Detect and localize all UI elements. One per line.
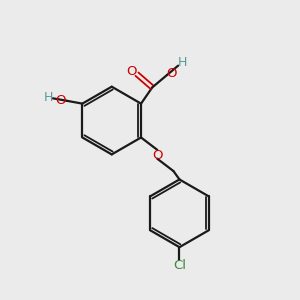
Text: H: H [178, 56, 187, 69]
Text: O: O [152, 149, 163, 162]
Text: O: O [56, 94, 66, 107]
Text: O: O [127, 65, 137, 78]
Text: H: H [44, 91, 53, 103]
Text: Cl: Cl [173, 259, 186, 272]
Text: O: O [167, 67, 177, 80]
